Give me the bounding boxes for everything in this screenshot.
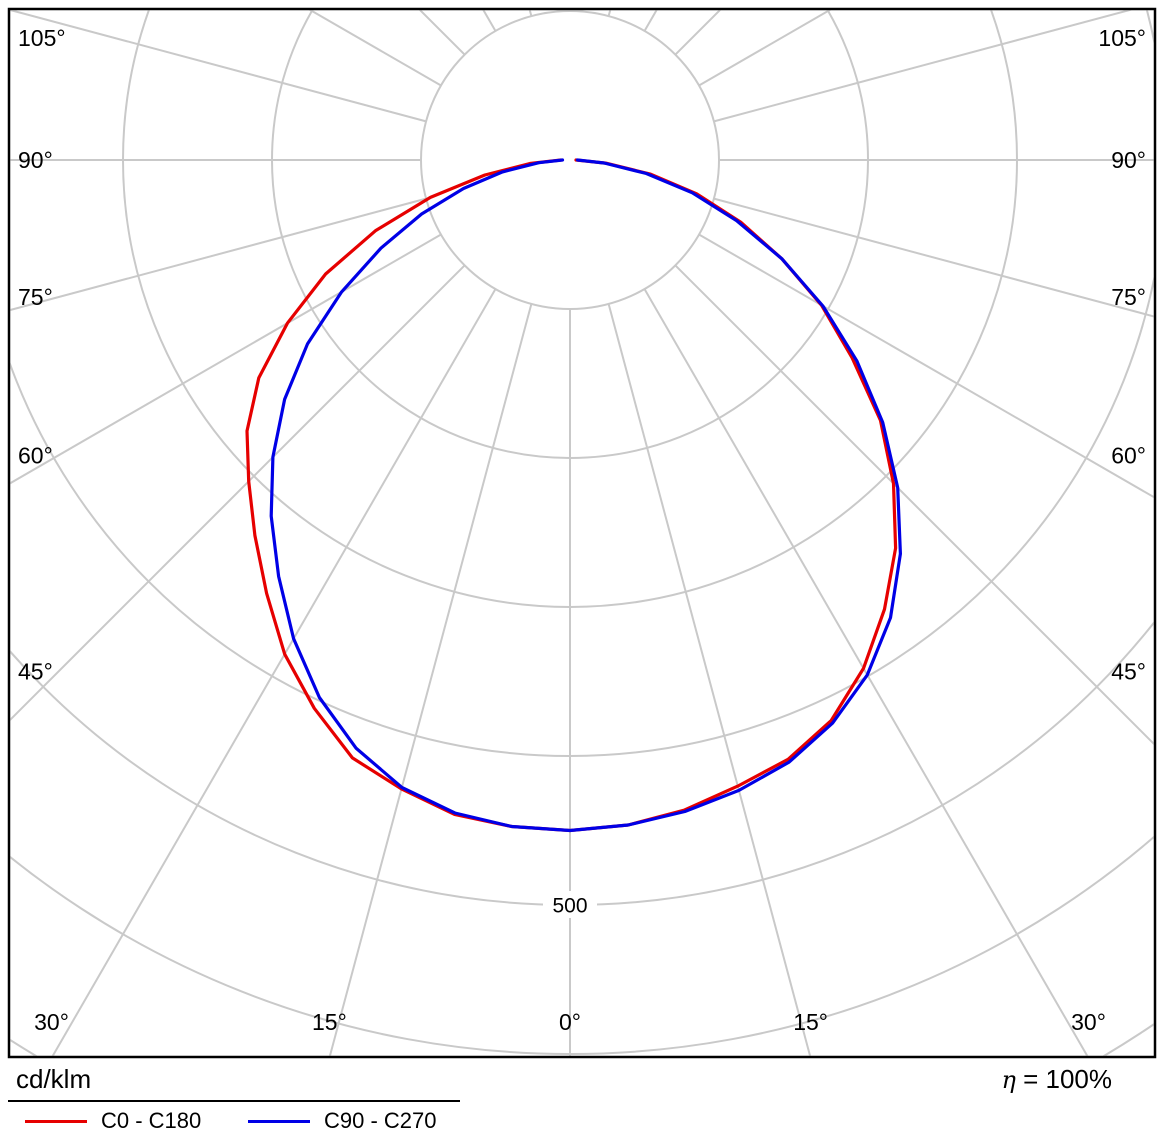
c90-c270-label: C90 - C270	[324, 1108, 437, 1133]
angle-label: 15°	[793, 1009, 828, 1035]
ring-label-bg	[543, 891, 597, 918]
angle-label: 30°	[1071, 1009, 1106, 1035]
efficiency-label: η = 100%	[1001, 1064, 1112, 1095]
angle-label: 15°	[312, 1009, 347, 1035]
angle-label: 90°	[18, 147, 53, 173]
angle-label: 45°	[1111, 658, 1146, 684]
eta-symbol: η	[1001, 1066, 1016, 1094]
angle-label: 60°	[18, 442, 53, 468]
legend-item-c90-c270: C90 - C270	[248, 1106, 437, 1136]
c0-c180-label: C0 - C180	[101, 1108, 202, 1133]
legend: C0 - C180 C90 - C270	[0, 1106, 1164, 1140]
c0-c180-swatch	[25, 1119, 87, 1123]
angle-label: 75°	[18, 284, 53, 310]
units-label: cd/klm	[16, 1064, 92, 1094]
angle-label: 90°	[1111, 147, 1146, 173]
angle-label: 30°	[34, 1009, 69, 1035]
angle-label: 105°	[1098, 25, 1146, 51]
angle-label: 45°	[18, 658, 53, 684]
angle-label: 75°	[1111, 284, 1146, 310]
c90-c270-swatch	[248, 1119, 310, 1123]
legend-item-c0-c180: C0 - C180	[25, 1106, 201, 1136]
angle-label: 60°	[1111, 442, 1146, 468]
angle-label: 0°	[559, 1009, 581, 1035]
plot-border	[7, 7, 1157, 1059]
eta-value: = 100%	[1023, 1064, 1112, 1094]
curve-C90-C270	[269, 158, 903, 833]
photometric-curves	[245, 158, 903, 833]
ring-value-label: 500	[552, 895, 587, 918]
angle-label: 105°	[18, 25, 66, 51]
legend-divider	[8, 1100, 460, 1102]
